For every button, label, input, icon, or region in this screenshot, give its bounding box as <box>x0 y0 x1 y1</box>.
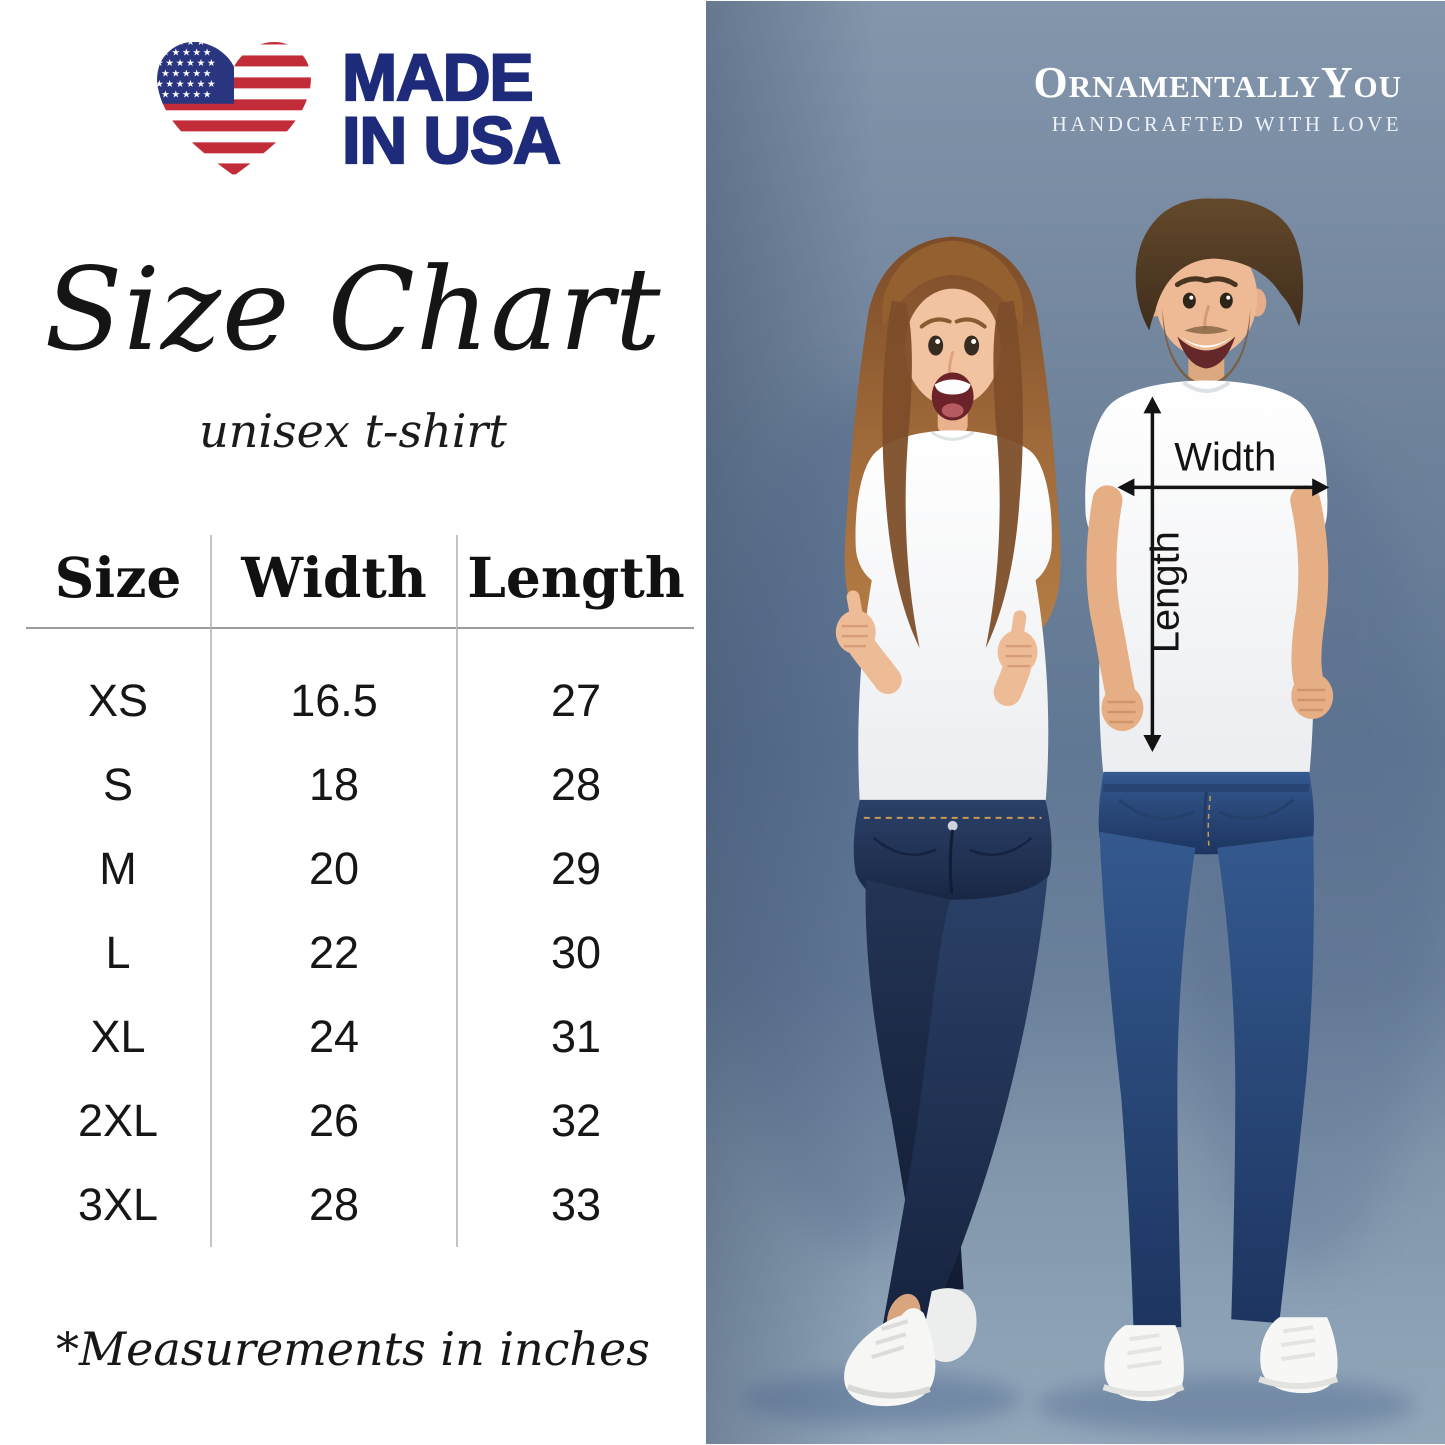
made-in-usa-logo: ★★★★★★ ★★★★★ ★★★★★★ ★★★★★ ★★★★★★ ★★★★★ M… <box>0 30 706 188</box>
table-cell-width: 22 <box>210 911 456 995</box>
table-spacer <box>210 629 456 659</box>
table-cell-size: L <box>105 927 131 978</box>
column-header-size: Size <box>26 535 210 629</box>
woman-thumbs-up-right <box>993 610 1038 707</box>
table-cell-length: 28 <box>456 743 694 827</box>
table-cell-size: 3XL <box>77 1179 159 1230</box>
table-cell-width: 24 <box>210 995 456 1079</box>
table-cell-width: 26 <box>210 1079 456 1163</box>
table-cell-size: XL <box>90 1011 146 1062</box>
woman-figure <box>835 236 1061 1407</box>
brand-name: OrnamentallyYou <box>1034 58 1403 107</box>
table-cell-width: 18 <box>210 743 456 827</box>
svg-text:★★★★★★: ★★★★★★ <box>155 37 217 48</box>
svg-text:★★★★★★: ★★★★★★ <box>155 58 217 69</box>
woman-face <box>904 288 1001 407</box>
usa-flag-heart-icon: ★★★★★★ ★★★★★ ★★★★★★ ★★★★★ ★★★★★★ ★★★★★ <box>155 37 312 176</box>
width-arrow <box>1117 478 1330 497</box>
table-cell-length: 27 <box>456 659 694 743</box>
table-cell-size: 2XL <box>77 1095 159 1146</box>
table-spacer <box>456 629 694 659</box>
column-header-length: Length <box>456 535 694 629</box>
svg-text:★★★★★: ★★★★★ <box>161 47 213 58</box>
table-cell-size: XS <box>87 675 149 726</box>
woman-hair-top <box>882 240 1024 327</box>
size-table: Size Width Length XS 16.5 27 S 18 28 M 2… <box>26 535 694 1247</box>
svg-text:★★★★★: ★★★★★ <box>161 90 213 101</box>
page-title: Size Chart <box>44 243 662 376</box>
man-sneakers <box>1102 1317 1339 1402</box>
measurements-footnote: *Measurements in inches <box>56 1322 650 1376</box>
table-spacer <box>26 629 210 659</box>
table-cell-size: S <box>102 759 133 810</box>
man-tshirt <box>1085 380 1328 776</box>
table-cell-length: 31 <box>456 995 694 1079</box>
man-thumbs-up-left <box>1086 485 1144 731</box>
table-cell-length: 33 <box>456 1163 694 1247</box>
couple-photo-panel: Width Length OrnamentallyYou HANDCRAFTED… <box>706 0 1445 1445</box>
table-cell-length: 30 <box>456 911 694 995</box>
svg-text:★★★★★: ★★★★★ <box>161 69 213 80</box>
man-jeans <box>1098 771 1314 1328</box>
man-face-features <box>1162 276 1251 389</box>
woman-jeans <box>853 799 1052 1332</box>
couple-photo: Width Length OrnamentallyYou HANDCRAFTED… <box>706 0 1445 1445</box>
table-cell-length: 29 <box>456 827 694 911</box>
floor-shadow <box>1035 1377 1416 1434</box>
brand-tagline: HANDCRAFTED WITH LOVE <box>1052 112 1402 136</box>
length-arrow <box>1143 396 1162 752</box>
man-thumbs-up-right <box>1290 485 1334 720</box>
size-info-panel: ★★★★★★ ★★★★★ ★★★★★★ ★★★★★ ★★★★★★ ★★★★★ M… <box>0 0 706 1445</box>
woman-face-features <box>919 317 987 421</box>
column-header-width: Width <box>210 535 456 629</box>
svg-text:★★★★★★: ★★★★★★ <box>155 79 217 90</box>
table-cell-length: 32 <box>456 1079 694 1163</box>
table-cell-size: M <box>99 843 137 894</box>
table-cell-width: 28 <box>210 1163 456 1247</box>
made-in-usa-text: MADE IN USA <box>341 39 562 177</box>
logo-line-1: MADE <box>341 39 535 114</box>
table-cell-width: 20 <box>210 827 456 911</box>
page-subtitle: unisex t-shirt <box>199 404 507 458</box>
logo-line-2: IN USA <box>341 103 562 177</box>
width-label: Width <box>1174 435 1276 479</box>
man-figure: Width Length <box>1085 198 1339 1402</box>
length-label: Length <box>1143 531 1187 653</box>
woman-thumbs-up-left <box>835 590 902 695</box>
table-cell-width: 16.5 <box>210 659 456 743</box>
man-hair <box>1135 198 1304 331</box>
woman-sneakers <box>844 1288 977 1407</box>
